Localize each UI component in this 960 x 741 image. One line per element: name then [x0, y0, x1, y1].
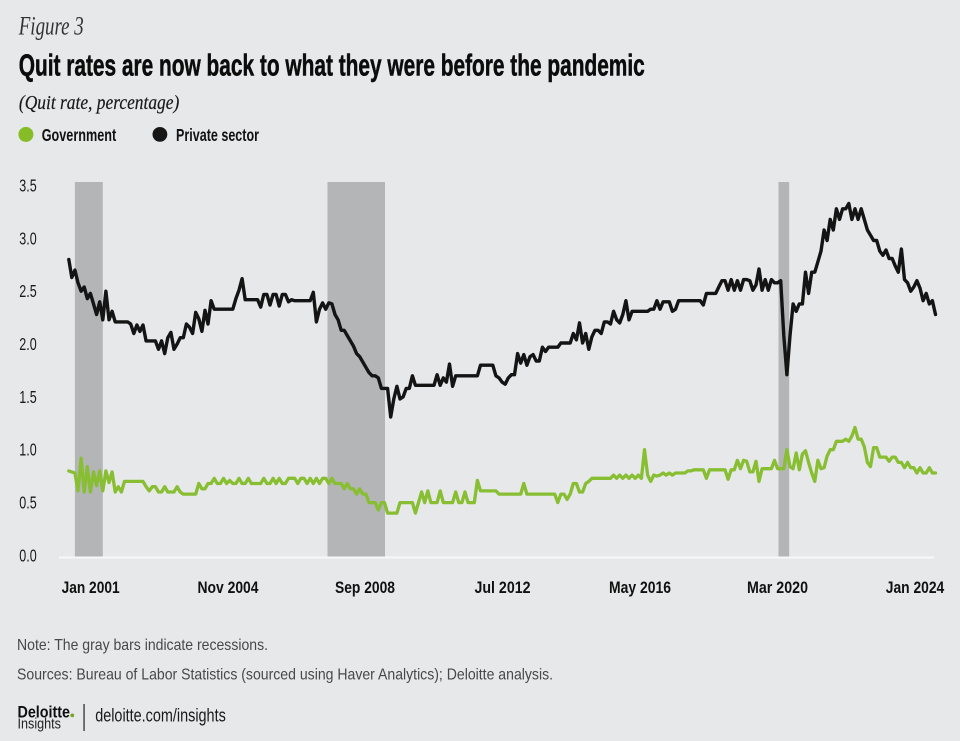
svg-text:2.0: 2.0: [19, 334, 37, 354]
svg-text:May 2016: May 2016: [609, 578, 671, 597]
svg-text:0.0: 0.0: [19, 545, 37, 565]
svg-text:Note: The gray bars indicate r: Note: The gray bars indicate recessions.: [17, 637, 268, 654]
svg-text:Figure 3: Figure 3: [18, 12, 84, 41]
svg-text:Jan 2001: Jan 2001: [62, 578, 120, 597]
svg-text:1.0: 1.0: [19, 440, 37, 460]
svg-text:3.0: 3.0: [19, 228, 37, 248]
svg-text:Jan 2024: Jan 2024: [886, 578, 945, 597]
svg-text:1.5: 1.5: [19, 387, 36, 407]
svg-text:3.5: 3.5: [19, 176, 36, 196]
svg-text:Sources: Bureau of Labor Stati: Sources: Bureau of Labor Statistics (sou…: [17, 667, 553, 684]
svg-text:Insights: Insights: [18, 717, 62, 733]
svg-text:Mar 2020: Mar 2020: [747, 578, 808, 597]
svg-text:Private sector: Private sector: [176, 125, 259, 145]
svg-text:deloitte.com/insights: deloitte.com/insights: [95, 706, 226, 726]
svg-text:Nov 2004: Nov 2004: [198, 578, 259, 597]
svg-text:Jul 2012: Jul 2012: [475, 578, 531, 597]
svg-text:Government: Government: [42, 125, 117, 145]
svg-text:(Quit rate, percentage): (Quit rate, percentage): [19, 92, 180, 114]
svg-text:2.5: 2.5: [19, 281, 36, 301]
svg-text:Sep 2008: Sep 2008: [335, 578, 395, 597]
svg-text:Deloitte: Deloitte: [18, 703, 71, 721]
svg-text:Quit rates are now back to wha: Quit rates are now back to what they wer…: [19, 48, 645, 83]
svg-text:0.5: 0.5: [19, 493, 36, 513]
